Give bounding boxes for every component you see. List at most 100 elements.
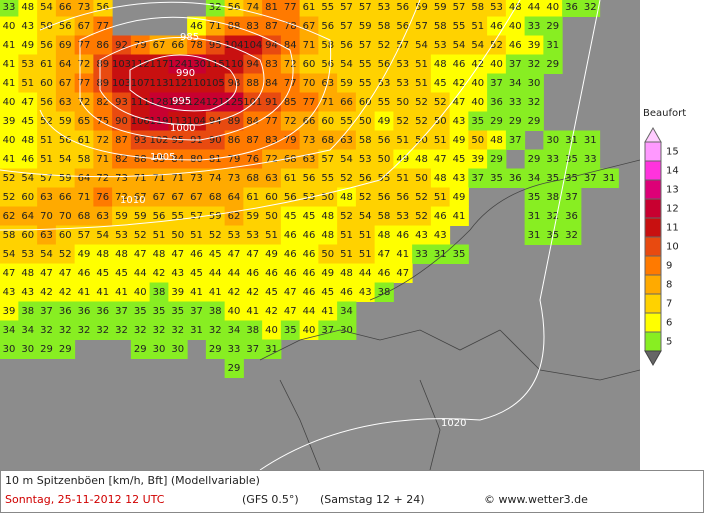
wind-cell <box>205 320 226 340</box>
wind-value: 77 <box>284 78 297 89</box>
wind-cell <box>543 168 563 188</box>
wind-value: 50 <box>415 135 428 146</box>
legend-label: 6 <box>666 318 672 329</box>
wind-cell <box>374 282 394 302</box>
wind-cell <box>543 54 563 74</box>
wind-cell <box>205 73 226 93</box>
wind-cell <box>524 0 544 17</box>
wind-value: 72 <box>284 116 297 127</box>
wind-value: 77 <box>96 21 109 32</box>
wind-cell <box>187 168 207 188</box>
wind-value: 51 <box>396 135 409 146</box>
wind-value: 48 <box>115 249 128 260</box>
wind-cell <box>412 54 432 74</box>
wind-value: 53 <box>434 40 447 51</box>
wind-value: 47 <box>59 268 72 279</box>
wind-value: 33 <box>228 344 241 355</box>
wind-cell <box>187 54 207 74</box>
wind-value: 56 <box>396 192 409 203</box>
wind-cell <box>337 263 357 283</box>
wind-cell <box>224 130 244 150</box>
wind-cell <box>280 35 301 55</box>
wind-value: 32 <box>59 325 72 336</box>
wind-value: 39 <box>528 40 541 51</box>
wind-cell <box>318 149 338 169</box>
wind-cell <box>505 92 526 112</box>
wind-value: 113 <box>149 78 168 89</box>
wind-cell <box>299 168 319 188</box>
wind-value: 51 <box>340 230 353 241</box>
wind-cell <box>543 149 563 169</box>
wind-value: 36 <box>78 306 91 317</box>
wind-value: 48 <box>96 249 109 260</box>
wind-value: 45 <box>303 211 316 222</box>
wind-value: 95 <box>171 135 184 146</box>
wind-value: 51 <box>153 230 166 241</box>
wind-cell <box>318 320 338 340</box>
wind-value: 69 <box>59 40 72 51</box>
wind-value: 53 <box>396 59 409 70</box>
wind-cell <box>168 35 188 55</box>
wind-cell <box>74 263 94 283</box>
wind-cell <box>318 130 338 150</box>
wind-cell <box>0 301 19 321</box>
wind-value: 56 <box>378 192 391 203</box>
wind-value: 42 <box>40 287 53 298</box>
wind-value: 117 <box>149 59 168 70</box>
wind-cell <box>168 130 188 150</box>
wind-cell <box>55 35 76 55</box>
wind-value: 55 <box>378 173 391 184</box>
wind-cell <box>37 130 57 150</box>
wind-cell <box>130 339 151 359</box>
legend-label: 14 <box>666 166 679 177</box>
wind-value: 53 <box>396 78 409 89</box>
wind-cell <box>412 35 432 55</box>
wind-cell <box>355 111 376 131</box>
wind-value: 63 <box>321 78 334 89</box>
wind-value: 33 <box>584 154 597 165</box>
wind-cell <box>187 149 207 169</box>
wind-value: 59 <box>340 78 353 89</box>
wind-value: 43 <box>415 230 428 241</box>
wind-cell <box>187 73 207 93</box>
wind-cell <box>262 244 282 264</box>
wind-value: 37 <box>321 325 334 336</box>
wind-value: 32 <box>115 325 128 336</box>
wind-value: 49 <box>21 40 34 51</box>
wind-cell <box>74 187 94 207</box>
wind-value: 103 <box>112 78 131 89</box>
wind-cell <box>112 301 132 321</box>
wind-value: 50 <box>359 116 372 127</box>
wind-cell <box>149 35 169 55</box>
wind-value: 47 <box>284 306 297 317</box>
wind-cell <box>449 168 469 188</box>
wind-cell <box>0 206 19 226</box>
wind-cell <box>93 16 113 36</box>
wind-cell <box>355 263 376 283</box>
wind-value: 56 <box>153 211 166 222</box>
wind-value: 48 <box>415 154 428 165</box>
wind-cell <box>74 35 94 55</box>
wind-value: 124 <box>187 97 206 108</box>
wind-cell <box>130 225 151 245</box>
wind-value: 53 <box>228 230 241 241</box>
wind-value: 46 <box>284 230 297 241</box>
wind-value: 48 <box>21 2 34 13</box>
wind-value: 39 <box>3 306 16 317</box>
wind-cell <box>280 130 301 150</box>
wind-cell <box>524 225 544 245</box>
wind-cell <box>93 168 113 188</box>
wind-value: 32 <box>546 211 559 222</box>
wind-value: 39 <box>171 287 184 298</box>
wind-cell <box>0 130 19 150</box>
wind-cell <box>524 149 544 169</box>
wind-value: 56 <box>378 135 391 146</box>
wind-value: 59 <box>209 211 222 222</box>
wind-value: 64 <box>21 211 34 222</box>
wind-value: 55 <box>321 2 334 13</box>
wind-value: 60 <box>303 59 316 70</box>
wind-value: 36 <box>565 2 578 13</box>
wind-cell <box>224 73 244 93</box>
wind-value: 47 <box>3 268 16 279</box>
wind-value: 54 <box>40 249 53 260</box>
